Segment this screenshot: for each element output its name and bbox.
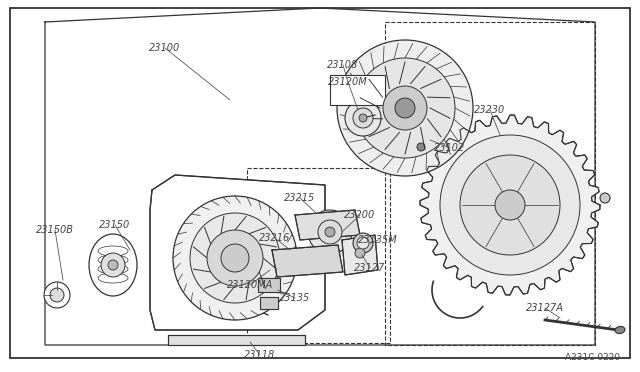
Circle shape xyxy=(325,227,335,237)
Polygon shape xyxy=(295,210,360,240)
Polygon shape xyxy=(168,335,305,345)
Text: 23150B: 23150B xyxy=(36,225,74,235)
Ellipse shape xyxy=(89,234,137,296)
Circle shape xyxy=(173,196,297,320)
Text: 23135: 23135 xyxy=(280,293,310,303)
Circle shape xyxy=(190,213,280,303)
Polygon shape xyxy=(272,245,343,277)
Text: 23100: 23100 xyxy=(149,43,180,53)
Circle shape xyxy=(318,220,342,244)
Text: 23120M: 23120M xyxy=(328,77,368,87)
Circle shape xyxy=(357,237,369,249)
Circle shape xyxy=(440,135,580,275)
Text: A231C 0220: A231C 0220 xyxy=(565,353,620,362)
Circle shape xyxy=(353,233,373,253)
Circle shape xyxy=(308,210,352,254)
Circle shape xyxy=(345,100,381,136)
Circle shape xyxy=(460,155,560,255)
Text: 23150: 23150 xyxy=(99,220,131,230)
Circle shape xyxy=(207,230,263,286)
Circle shape xyxy=(355,248,365,258)
Text: 23118: 23118 xyxy=(244,350,276,360)
Circle shape xyxy=(495,190,525,220)
Text: 23127A: 23127A xyxy=(526,303,564,313)
Circle shape xyxy=(221,244,249,272)
Circle shape xyxy=(417,143,425,151)
Circle shape xyxy=(101,253,125,277)
Text: 23108: 23108 xyxy=(328,60,358,70)
Text: 23127: 23127 xyxy=(355,263,386,273)
Bar xyxy=(385,22,595,345)
Text: 23102: 23102 xyxy=(435,143,466,153)
Text: 23230: 23230 xyxy=(474,105,506,115)
Text: 23120MA: 23120MA xyxy=(227,280,273,290)
Circle shape xyxy=(600,193,610,203)
Bar xyxy=(330,75,385,105)
Text: 23215: 23215 xyxy=(284,193,316,203)
Circle shape xyxy=(395,98,415,118)
Bar xyxy=(258,278,280,292)
Text: 23216: 23216 xyxy=(259,233,291,243)
Circle shape xyxy=(44,282,70,308)
Circle shape xyxy=(108,260,118,270)
Circle shape xyxy=(383,86,427,130)
Polygon shape xyxy=(440,135,580,275)
Bar xyxy=(260,297,278,309)
Polygon shape xyxy=(420,115,600,295)
Bar xyxy=(247,168,390,343)
Ellipse shape xyxy=(615,327,625,334)
Circle shape xyxy=(355,58,455,158)
Circle shape xyxy=(50,288,64,302)
Polygon shape xyxy=(150,175,325,330)
Text: 23135M: 23135M xyxy=(358,235,398,245)
Text: 23200: 23200 xyxy=(344,210,376,220)
Circle shape xyxy=(353,108,373,128)
Circle shape xyxy=(359,114,367,122)
Polygon shape xyxy=(342,235,378,275)
Circle shape xyxy=(337,40,473,176)
